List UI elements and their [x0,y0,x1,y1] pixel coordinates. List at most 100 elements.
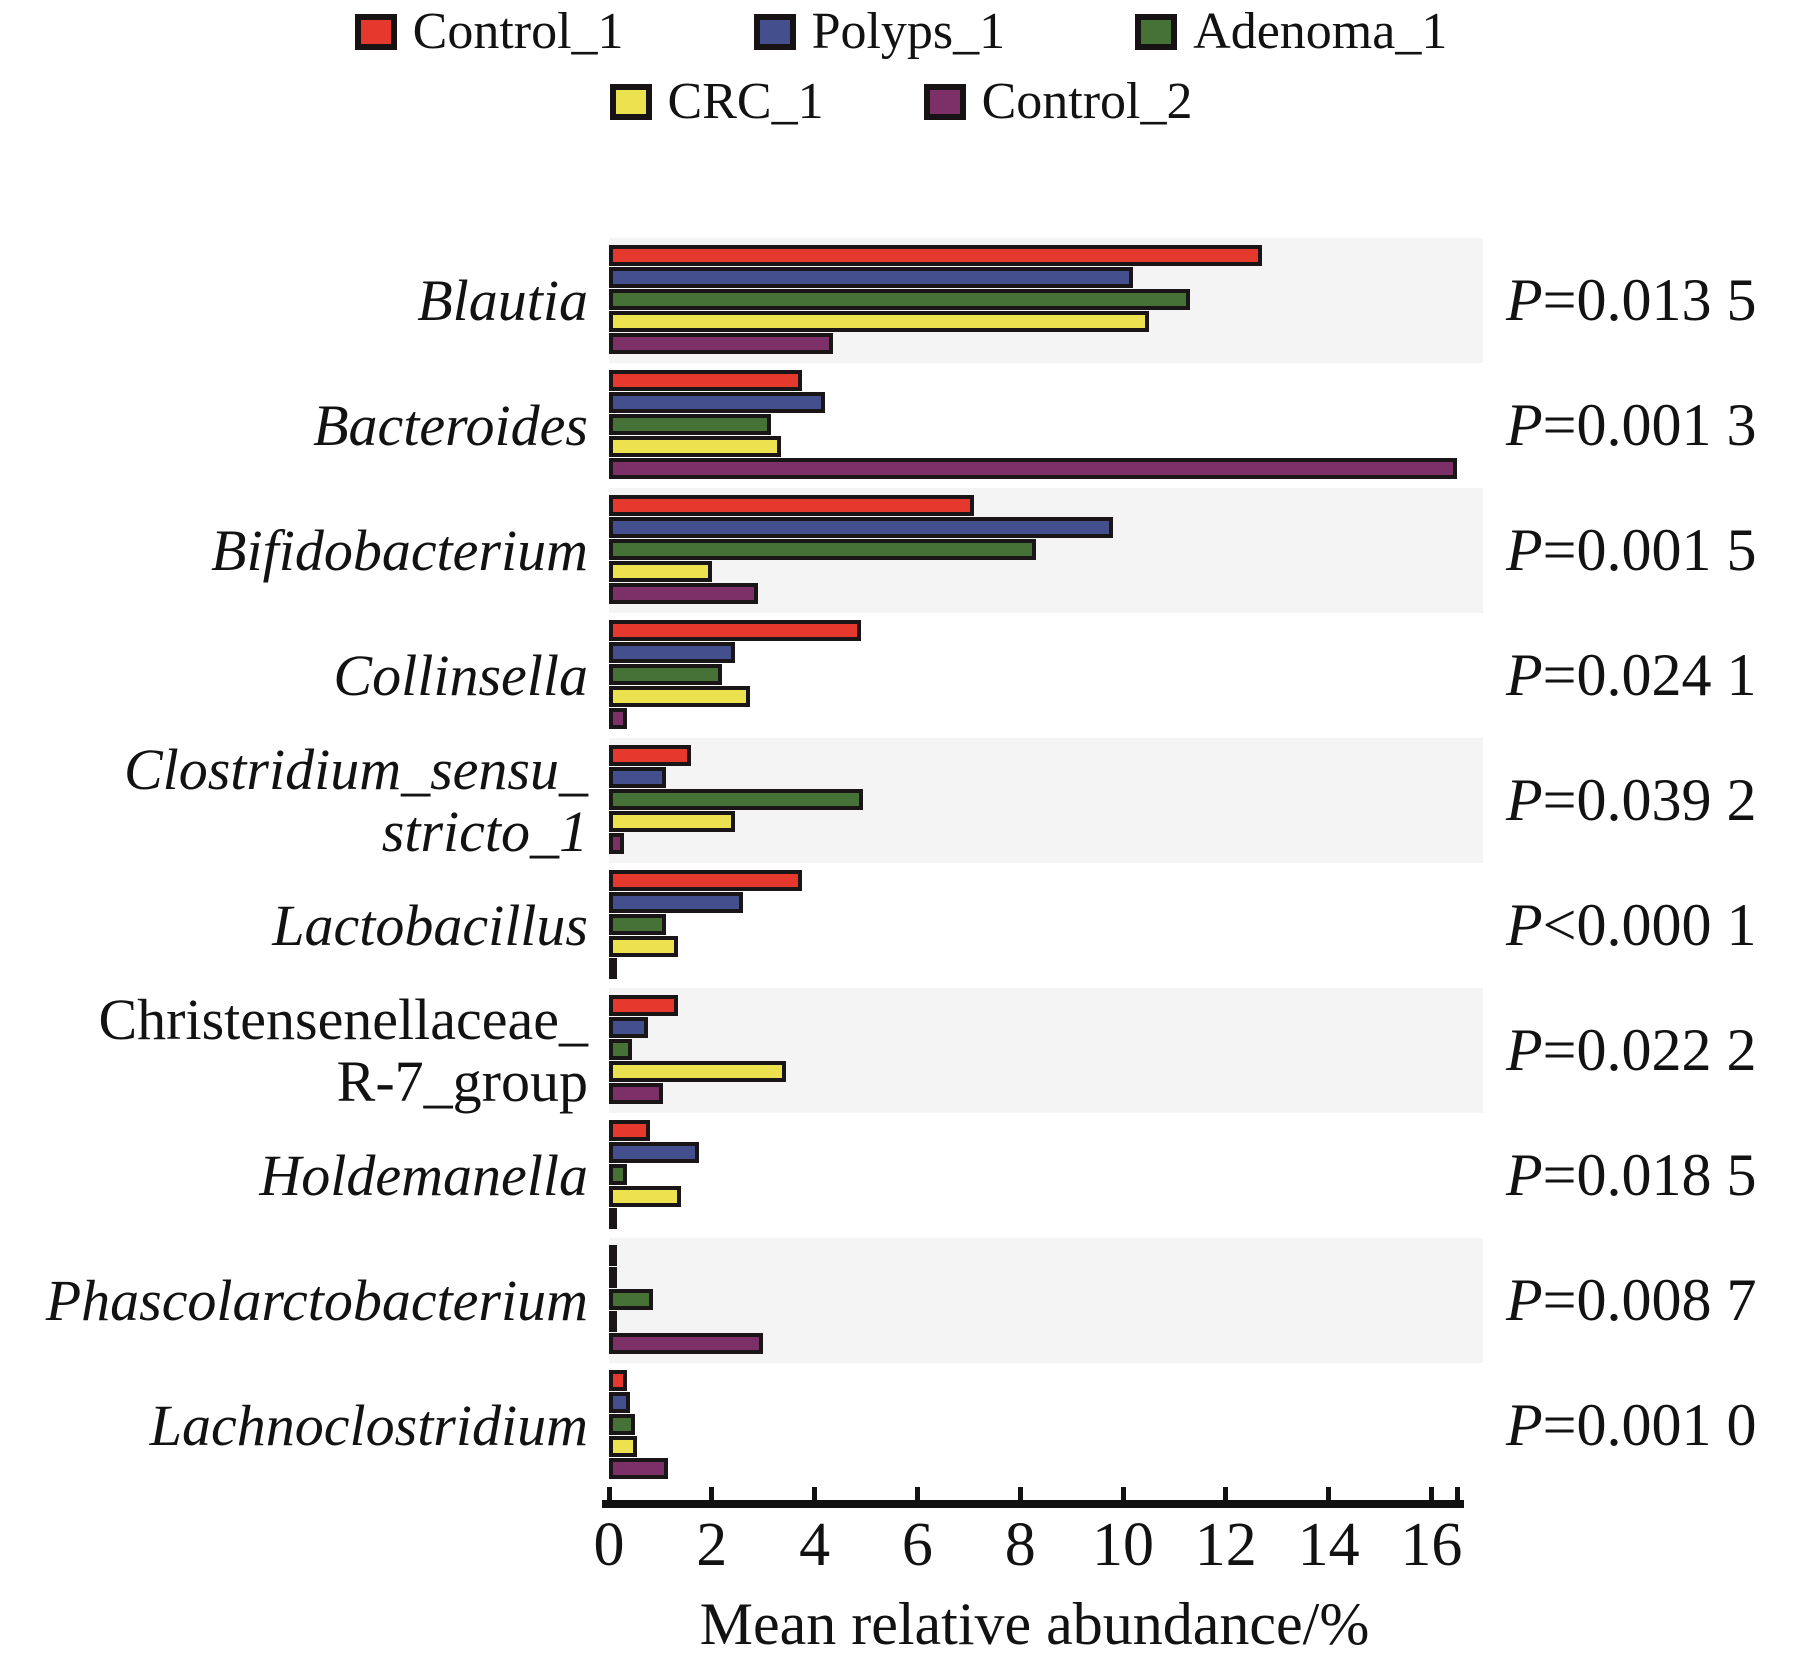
x-tick [709,1487,715,1500]
bar-polyps_1 [609,1267,617,1288]
p-symbol: P [1506,267,1543,333]
row-label: Holdemanella [0,1113,588,1238]
row-label-line: Bifidobacterium [211,517,588,583]
bar-control_1 [609,1370,627,1391]
p-symbol: P [1506,1267,1543,1333]
x-tick-label: 2 [696,1511,728,1579]
bar-control_1 [609,745,692,766]
row-label: Bacteroides [0,363,588,488]
p-value-label: P =0.022 2 [1506,1017,1757,1083]
p-value-label: P =0.001 3 [1506,392,1757,458]
p-value-label: P =0.013 5 [1506,267,1757,333]
bar-crc_1 [609,561,712,582]
legend-row: Control_1 Polyps_1 Adenoma_1 [0,6,1802,58]
legend-swatch-control_1 [354,14,397,50]
bar-polyps_1 [609,517,1113,538]
row-label-text: Christensenellaceae_ R-7_group [98,989,588,1112]
bar-crc_1 [609,811,735,832]
legend-item-control_1: Control_1 [354,3,624,60]
bar-control_2 [609,833,625,854]
row-label: Lactobacillus [0,863,588,988]
p-value-label: P =0.039 2 [1506,767,1757,833]
x-tick [1017,1487,1023,1500]
bar-control_1 [609,370,802,391]
bar-adenoma_1 [609,1164,627,1185]
p-symbol: P [1506,892,1543,958]
bar-polyps_1 [609,1017,648,1038]
row-label-line: Blautia [417,267,588,333]
bar-adenoma_1 [609,414,771,435]
row-label-text: Phascolarctobacterium [45,1267,588,1333]
row-label-text: Holdemanella [259,1144,588,1206]
x-tick-label: 6 [901,1511,933,1579]
x-tick-end [1455,1487,1460,1500]
legend: Control_1 Polyps_1 Adenoma_1 CRC_1 Control_2 [0,6,1802,128]
bar-control_2 [609,458,1458,479]
p-value-label: P <0.000 1 [1506,892,1757,958]
bar-control_2 [609,1333,764,1354]
bar-crc_1 [609,686,751,707]
x-tick-label: 4 [799,1511,831,1579]
legend-item-polyps_1: Polyps_1 [753,3,1006,60]
x-tick-label: 16 [1400,1511,1463,1579]
row-label: Collinsella [0,613,588,738]
x-tick [606,1487,612,1500]
row-label: Christensenellaceae_ R-7_group [0,988,588,1113]
bar-polyps_1 [609,1142,699,1163]
row-label-text: Collinsella [333,644,588,706]
p-symbol: P [1506,1392,1543,1458]
x-tick-label: 10 [1092,1511,1154,1579]
x-axis-title: Mean relative abundance/% [699,1591,1370,1657]
row-label-text: Blautia [417,267,588,333]
bar-control_2 [609,708,627,729]
p-value-label: P =0.024 1 [1506,642,1757,708]
row-label-line: Christensenellaceae_ [98,987,588,1053]
row-label-line: Lactobacillus [272,892,588,958]
row-label-line: R-7_group [336,1048,588,1114]
bar-polyps_1 [609,767,666,788]
row-band [609,988,1483,1113]
bar-crc_1 [609,1311,617,1332]
x-tick-label: 8 [1004,1511,1036,1579]
legend-swatch-polyps_1 [753,14,796,50]
legend-item-crc_1: CRC_1 [609,76,824,128]
legend-label: Adenoma_1 [1193,3,1448,60]
legend-row: CRC_1 Control_2 [0,76,1802,128]
legend-label: Control_2 [981,73,1193,130]
bar-adenoma_1 [609,1289,653,1310]
x-tick [1223,1487,1229,1500]
x-tick [1326,1487,1332,1500]
row-label: Lachnoclostridium [0,1363,588,1488]
bar-control_2 [609,1083,663,1104]
row-label-line: Bacteroides [313,392,588,458]
x-tick [1120,1487,1126,1500]
p-value-label: P =0.018 5 [1506,1142,1757,1208]
row-label-text: Clostridium_sensu_ stricto_1 [124,739,588,862]
row-label-line: Clostridium_sensu_ [123,737,588,803]
bar-adenoma_1 [609,789,864,810]
legend-swatch-control_2 [923,84,966,120]
legend-item-adenoma_1: Adenoma_1 [1135,6,1447,58]
row-label: Phascolarctobacterium [0,1238,588,1363]
row-label-line: Lachnoclostridium [149,1392,588,1458]
row-label-line: stricto_1 [381,798,588,864]
legend-label: Polyps_1 [811,3,1006,60]
p-symbol: P [1506,642,1543,708]
x-tick-label: 14 [1297,1511,1360,1579]
bar-control_1 [609,995,679,1016]
row-label-text: Lachnoclostridium [149,1392,588,1458]
bar-adenoma_1 [609,1039,633,1060]
bar-control_2 [609,958,617,979]
bar-control_1 [609,495,974,516]
p-symbol: P [1506,1017,1543,1083]
x-axis-line [602,1500,1464,1508]
legend-label: Control_1 [412,3,624,60]
p-value-label: P =0.001 5 [1506,517,1757,583]
bar-control_1 [609,1245,617,1266]
bar-crc_1 [609,1061,787,1082]
row-label-text: Bacteroides [313,392,588,458]
x-tick-label: 12 [1194,1511,1257,1579]
x-tick [812,1487,818,1500]
row-label-line: Phascolarctobacterium [45,1267,588,1333]
